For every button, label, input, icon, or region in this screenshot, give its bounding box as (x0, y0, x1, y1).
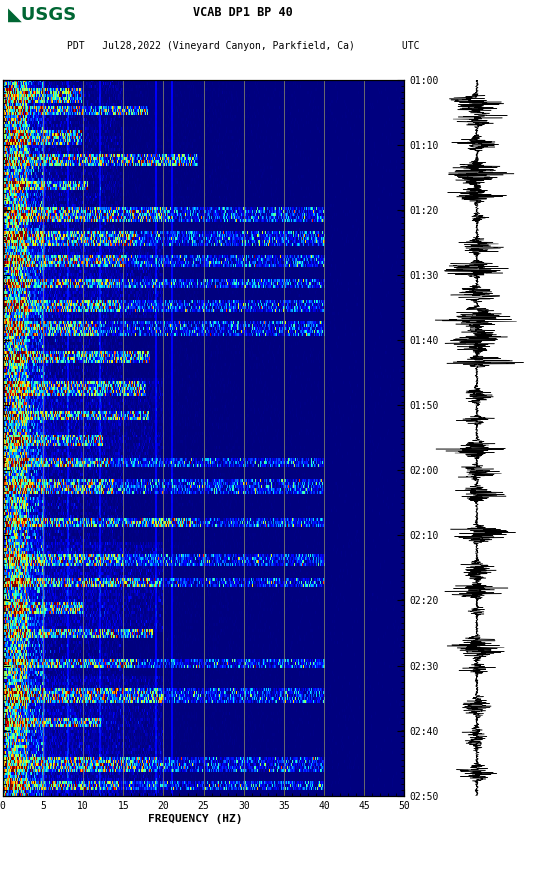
Text: VCAB DP1 BP 40: VCAB DP1 BP 40 (193, 6, 293, 19)
Text: PDT   Jul28,2022 (Vineyard Canyon, Parkfield, Ca)        UTC: PDT Jul28,2022 (Vineyard Canyon, Parkfie… (67, 40, 420, 51)
Text: ◣USGS: ◣USGS (8, 6, 77, 24)
Text: FREQUENCY (HZ): FREQUENCY (HZ) (148, 814, 243, 824)
